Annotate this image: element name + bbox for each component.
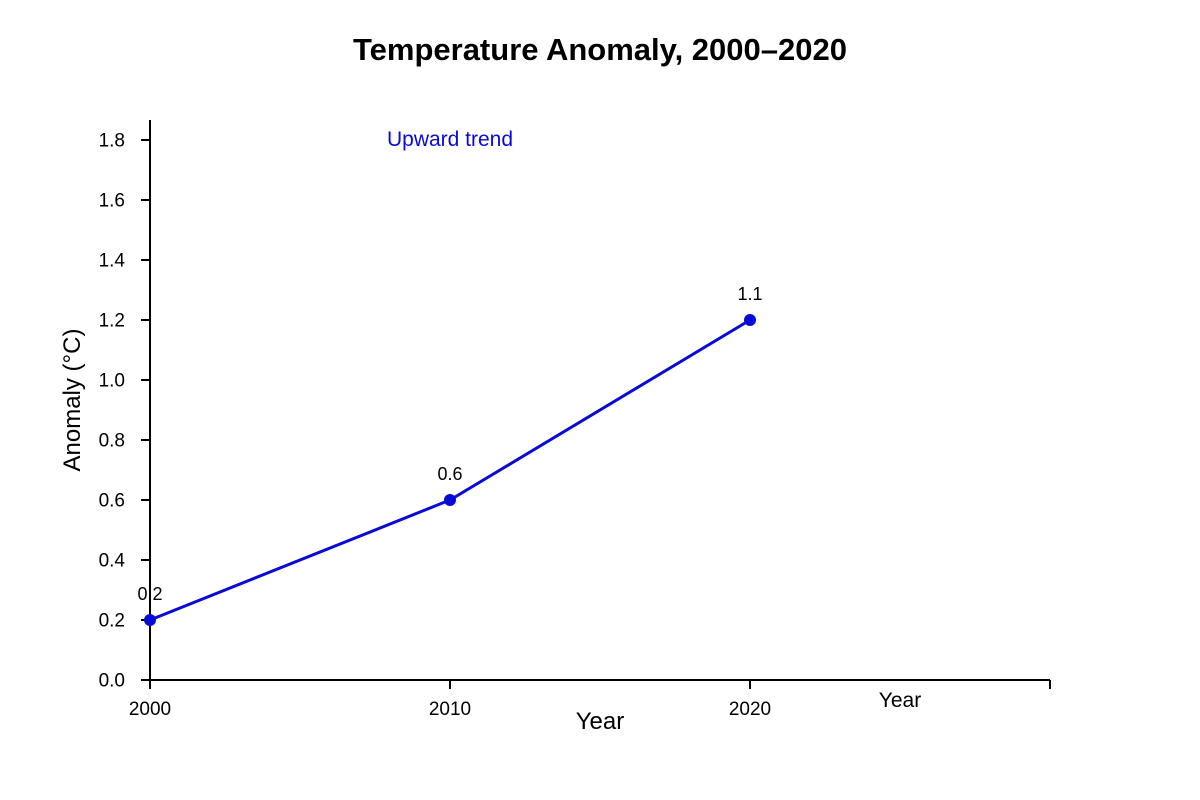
y-tick-label: 0.6	[99, 491, 125, 512]
data-point	[444, 494, 456, 506]
data-point	[744, 314, 756, 326]
y-tick-label: 1.2	[99, 311, 125, 332]
y-ticks: 0.0 0.2 0.4 0.6 0.8 1.0 1.2 1.4 1.6 1.8	[99, 131, 150, 692]
y-tick-label: 1.8	[99, 131, 125, 152]
chart-title: Temperature Anomaly, 2000–2020	[353, 32, 847, 67]
x-tick-label: 2020	[729, 699, 771, 720]
x-tick-label: 2000	[129, 699, 171, 720]
y-tick-label: 0.4	[99, 551, 126, 572]
x-axis-label: Year	[576, 708, 625, 735]
y-tick-label: 0.8	[99, 431, 125, 452]
y-tick-label: 0.0	[99, 671, 125, 692]
data-label: 0.2	[137, 584, 162, 604]
series-layer: 0.2 0.6 1.1	[137, 284, 763, 626]
y-tick-label: 1.4	[99, 251, 126, 272]
y-tick-label: 1.6	[99, 191, 125, 212]
axes	[149, 120, 1051, 689]
y-tick-label: 0.2	[99, 611, 125, 632]
x-ticks: 2000 2010 2020	[129, 680, 771, 720]
annotation-text: Year	[879, 689, 921, 712]
annotation-text: Upward trend	[387, 128, 513, 151]
data-label: 0.6	[437, 464, 462, 484]
y-axis-label: Anomaly (°C)	[59, 329, 86, 472]
y-tick-label: 1.0	[99, 371, 125, 392]
data-label: 1.1	[737, 284, 762, 304]
annotation-layer: Upward trend Year	[387, 128, 921, 712]
x-tick-label: 2010	[429, 699, 471, 720]
data-point	[144, 614, 156, 626]
